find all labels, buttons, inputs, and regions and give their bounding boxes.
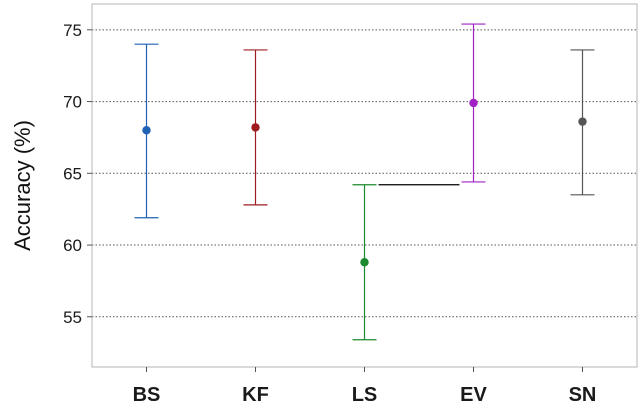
interval-marks [134,23,595,341]
x-axis: BS KF LS EV SN [133,367,597,406]
y-tick-label: 60 [63,236,82,255]
x-tick-label: LS [352,384,378,406]
mean-point-kf [251,123,260,132]
mean-point-bs [142,126,151,135]
mean-point-sn [578,117,587,126]
x-tick-label: BS [133,384,161,406]
x-tick-label: SN [569,384,597,406]
x-tick-label: KF [242,384,269,406]
y-axis: 55 60 65 70 75 [63,21,92,327]
y-tick-label: 55 [63,308,82,327]
mean-point-ev [469,98,478,108]
y-tick-label: 65 [63,164,82,183]
y-tick-label: 75 [63,21,82,40]
y-axis-title: Accuracy (%) [10,120,35,251]
x-tick-label: EV [460,384,487,406]
mean-point-ls [360,258,369,267]
y-tick-label: 70 [63,93,82,112]
